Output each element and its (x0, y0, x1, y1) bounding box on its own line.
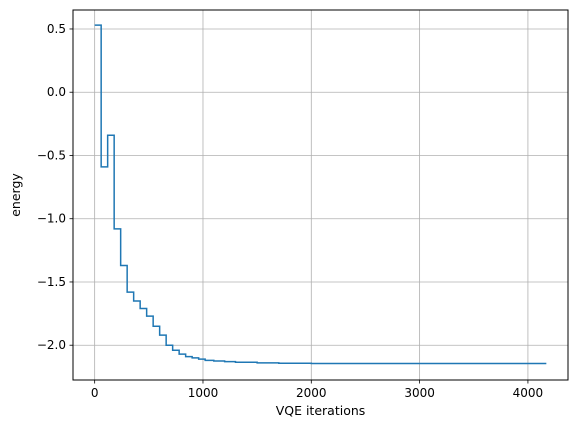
y-tick-label: 0.5 (47, 22, 66, 36)
x-axis-ticks: 0 1000 2000 3000 4000 (91, 380, 543, 400)
x-tick-label: 0 (91, 386, 99, 400)
x-tick-label: 4000 (513, 386, 544, 400)
y-tick-label: 0.0 (47, 85, 66, 99)
y-axis-label: energy (8, 173, 23, 217)
y-tick-label: −1.5 (37, 275, 66, 289)
grid (73, 10, 568, 380)
y-axis-ticks: 0.5 0.0 −0.5 −1.0 −1.5 −2.0 (37, 22, 73, 352)
x-tick-label: 1000 (188, 386, 219, 400)
x-axis-label: VQE iterations (276, 403, 366, 418)
y-tick-label: −2.0 (37, 338, 66, 352)
y-tick-label: −1.0 (37, 212, 66, 226)
y-tick-label: −0.5 (37, 148, 66, 162)
energy-series-line (94, 24, 547, 365)
plot-frame (72, 9, 569, 381)
plot-series (94, 24, 547, 365)
x-tick-label: 2000 (296, 386, 327, 400)
x-tick-label: 3000 (404, 386, 435, 400)
